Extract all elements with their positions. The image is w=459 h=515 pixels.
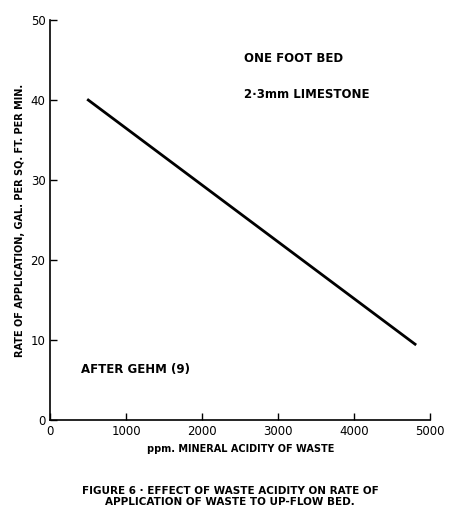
Text: ONE FOOT BED: ONE FOOT BED [244,52,342,65]
Text: FIGURE 6 · EFFECT OF WASTE ACIDITY ON RATE OF
APPLICATION OF WASTE TO UP-FLOW BE: FIGURE 6 · EFFECT OF WASTE ACIDITY ON RA… [81,486,378,507]
Text: 2·3mm LIMESTONE: 2·3mm LIMESTONE [244,88,369,101]
X-axis label: ppm. MINERAL ACIDITY OF WASTE: ppm. MINERAL ACIDITY OF WASTE [146,443,333,454]
Text: AFTER GEHM (9): AFTER GEHM (9) [80,363,189,376]
Y-axis label: RATE OF APPLICATION, GAL. PER SQ. FT. PER MIN.: RATE OF APPLICATION, GAL. PER SQ. FT. PE… [15,83,25,357]
